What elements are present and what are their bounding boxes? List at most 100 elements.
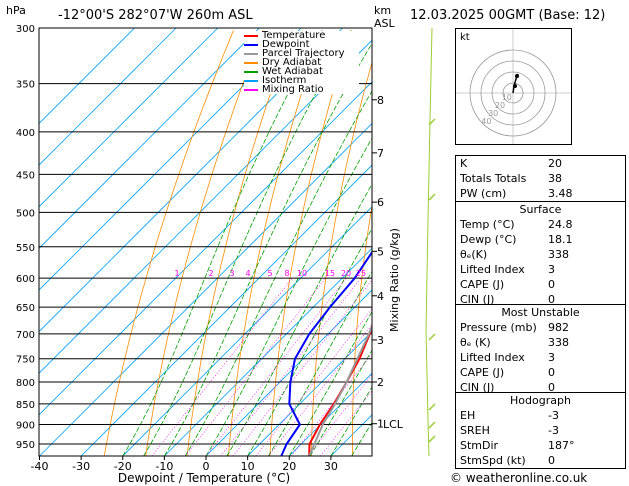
wind-barb [428,421,436,429]
row-label: StmSpd (kt) [460,454,526,467]
row-value: 0 [548,381,555,394]
km-tick-label: 8 [377,94,384,107]
row-value: 24.8 [548,218,573,231]
hodograph-unit: kt [460,32,470,43]
wet-adiabat-line [226,183,372,456]
table-row: Pressure (mb) 982 [456,320,625,335]
legend-label: Wet Adiabat [262,66,323,77]
hodograph-ring-label: 40 [481,117,491,126]
table-row: θₑ (K) 338 [456,335,625,350]
row-label: CAPE (J) [460,278,505,291]
row-label: PW (cm) [460,187,507,200]
table-row: Dewp (°C) 18.1 [456,232,625,247]
legend-item: Mixing Ratio [244,85,359,95]
hodograph-ring-label: 20 [495,101,505,110]
row-label: Pressure (mb) [460,321,537,334]
mixing-ratio-line [184,277,326,456]
pressure-tick-label: 900 [16,421,35,432]
mixing-ratio-line [291,353,372,456]
dry-adiabat-line [352,203,372,456]
row-label: Lifted Index [460,263,525,276]
legend-swatch [244,89,258,91]
pressure-tick-label: 850 [16,400,35,411]
x-axis-label: Dewpoint / Temperature (°C) [118,471,290,485]
row-value: 18.1 [548,233,573,246]
pressure-tick-label: 300 [16,24,35,35]
dry-adiabat-line [103,30,234,456]
indices-table: K 20 Totals Totals 38 PW (cm) 3.48 [455,155,626,204]
row-label: SREH [460,424,490,437]
pressure-tick-label: 700 [16,330,35,341]
wind-profile-line [425,27,433,457]
table-row: PW (cm) 3.48 [456,186,625,201]
wind-barb [428,403,436,411]
legend-label: Dry Adiabat [262,57,322,68]
location-title: -12°00'S 282°07'W 260m ASL [58,8,253,23]
row-value: 338 [548,248,569,261]
table-row: StmDir 187° [456,438,625,453]
isotherm-line [39,28,302,291]
legend-item: Dewpoint [244,39,359,50]
row-value: 3 [548,351,555,364]
dry-adiabat-line [145,30,264,456]
table-row: StmSpd (kt) 0 [456,453,625,468]
isotherm-line [80,164,372,456]
pressure-tick-label: 950 [16,440,35,451]
wet-adiabat-line [288,310,372,456]
mixing-ratio-label: 15 [325,269,335,278]
legend-item: Temperature [244,31,359,41]
row-value: 3.48 [548,187,573,200]
km-tick-label: 6 [377,196,384,209]
legend-item: Isotherm [244,76,359,86]
legend-swatch [244,62,258,64]
row-value: 982 [548,321,569,334]
km-tick-label: 2 [377,376,384,389]
row-value: 3 [548,263,555,276]
table-row: K 20 [456,156,625,171]
isotherm-line [39,28,219,208]
temperature-tick-label: -30 [72,460,90,473]
hodograph-ring-label: 30 [488,109,498,118]
wind-barb [428,333,436,341]
hpa-unit: hPa [6,4,26,17]
km-tick-label: 7 [377,147,384,160]
temperature-tick-label: 20 [282,460,296,473]
temperature-profile [308,322,372,456]
legend-label: Parcel Trajectory [262,48,345,59]
wind-barb [428,435,436,443]
legend-swatch [244,53,258,55]
isotherm-line [288,372,372,456]
temperature-tick-label: 30 [324,460,338,473]
pressure-tick-label: 750 [16,355,35,366]
isotherm-line [39,122,372,456]
legend-item: Dry Adiabat [244,57,359,68]
wet-adiabat-line [122,30,323,456]
legend-swatch [244,71,258,73]
table-row: Totals Totals 38 [456,171,625,186]
km-unit: km [374,4,392,17]
temperature-tick-label: -10 [155,460,173,473]
row-value: 338 [548,336,569,349]
row-label: Totals Totals [460,172,527,185]
isotherm-line [39,28,260,249]
table-title: Hodograph [510,394,571,407]
row-label: Dewp (°C) [460,233,517,246]
lcl-label: LCL [383,418,403,431]
legend-item: Wet Adiabat [244,66,359,77]
mixing-ratio-label: 5 [267,269,272,278]
isotherm-line [205,289,372,456]
row-label: EH [460,409,476,422]
isotherm-line [39,28,177,166]
isotherm-line [247,331,372,456]
mixing-ratio-label: 2 [208,269,213,278]
wet-adiabat-line [205,137,372,456]
dewpoint-profile [280,250,372,456]
pressure-tick-label: 400 [16,128,35,139]
pressure-tick-label: 650 [16,303,35,314]
pressure-tick-label: 600 [16,274,35,285]
legend-label: Dewpoint [262,39,310,50]
mixing-ratio-label: 4 [245,269,250,278]
row-value: 0 [548,278,555,291]
wet-adiabat-line [330,386,372,456]
